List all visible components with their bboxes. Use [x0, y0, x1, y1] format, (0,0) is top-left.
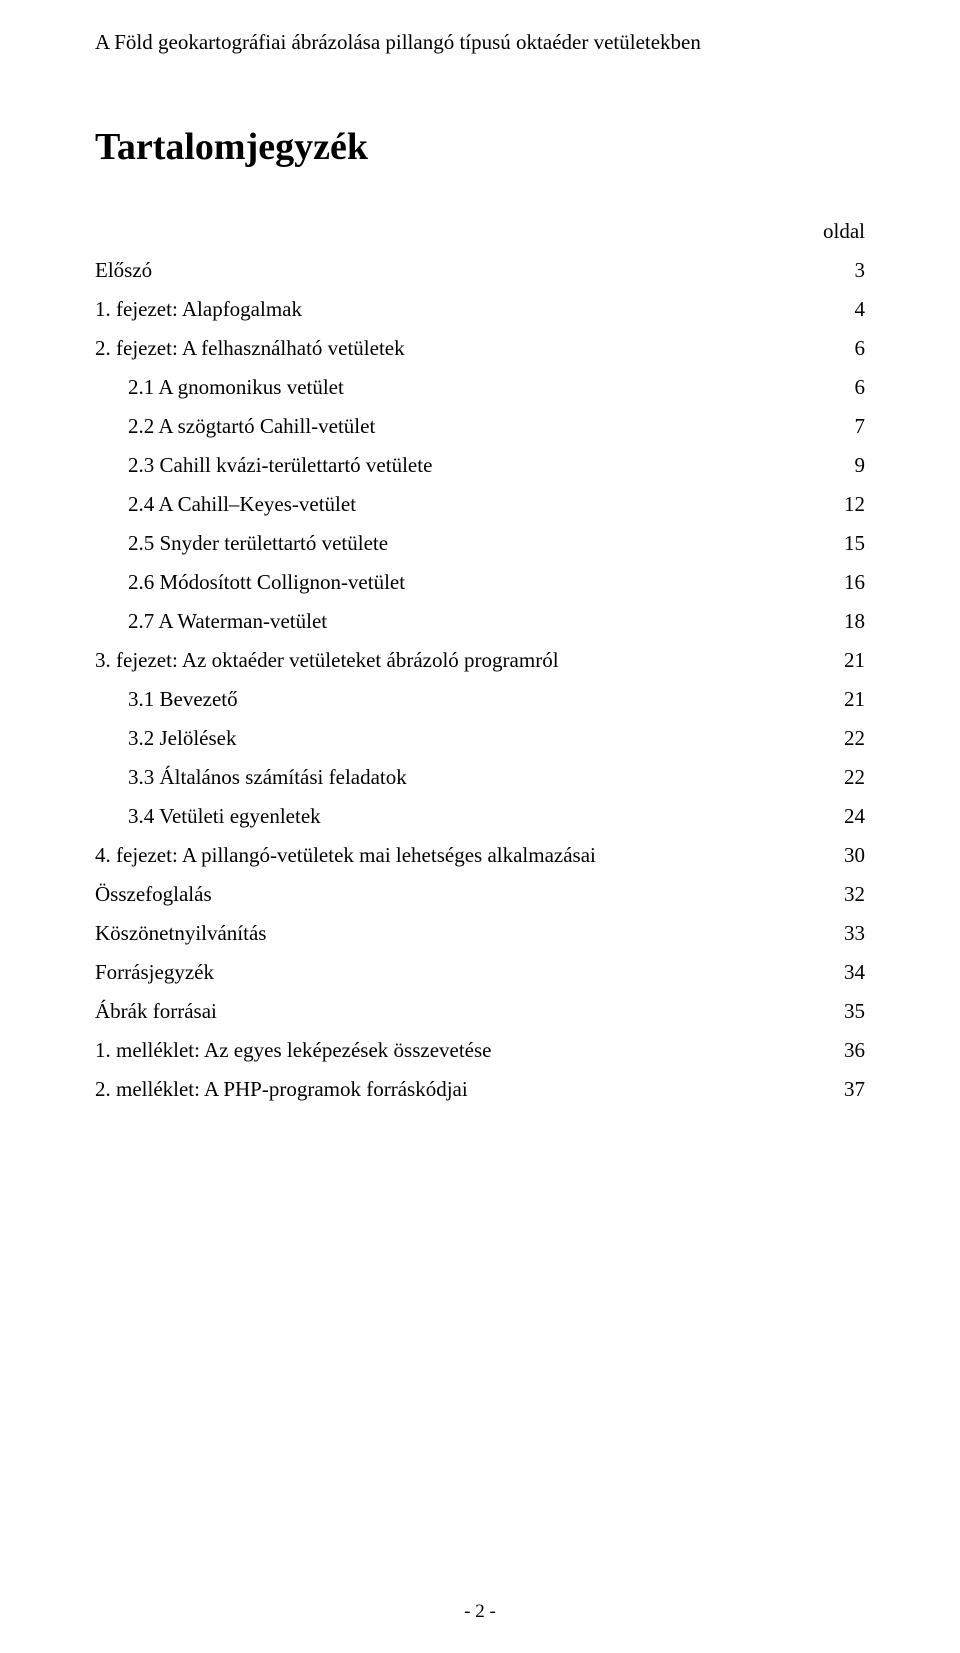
- toc-entry-page: 18: [844, 609, 865, 634]
- toc-entry-label: 4. fejezet: A pillangó-vetületek mai leh…: [95, 843, 596, 868]
- toc-entry-label: 3.4 Vetületi egyenletek: [128, 804, 321, 829]
- toc-row: Forrásjegyzék 34: [95, 960, 865, 985]
- toc-entry-label: Forrásjegyzék: [95, 960, 214, 985]
- toc-row: 3. fejezet: Az oktaéder vetületeket ábrá…: [95, 648, 865, 673]
- toc-entry-label: 3.3 Általános számítási feladatok: [128, 765, 407, 790]
- toc-entry-label: 3.2 Jelölések: [128, 726, 236, 751]
- toc-row: 2.1 A gnomonikus vetület 6: [95, 375, 865, 400]
- toc-entry-page: 16: [844, 570, 865, 595]
- toc-row: Előszó 3: [95, 258, 865, 283]
- toc-entry-page: 22: [844, 765, 865, 790]
- toc-row: 3.2 Jelölések 22: [95, 726, 865, 751]
- toc-row: 2.5 Snyder területtartó vetülete 15: [95, 531, 865, 556]
- toc-entry-label: Összefoglalás: [95, 882, 212, 907]
- toc-entry-label: 2.6 Módosított Collignon-vetület: [128, 570, 405, 595]
- toc-entry-label: Ábrák forrásai: [95, 999, 217, 1024]
- toc-entry-label: 3.1 Bevezető: [128, 687, 238, 712]
- toc-entry-page: 6: [855, 336, 866, 361]
- toc-row: 1. fejezet: Alapfogalmak 4: [95, 297, 865, 322]
- toc-entry-label: Előszó: [95, 258, 152, 283]
- toc-row: 3.4 Vetületi egyenletek 24: [95, 804, 865, 829]
- toc-row: Összefoglalás 32: [95, 882, 865, 907]
- toc-entry-page: 24: [844, 804, 865, 829]
- toc-entry-label: Köszönetnyilvánítás: [95, 921, 266, 946]
- toc-entry-page: 21: [844, 687, 865, 712]
- toc-row: 1. melléklet: Az egyes leképezések össze…: [95, 1038, 865, 1063]
- toc-entry-page: 3: [855, 258, 866, 283]
- toc-entry-page: 30: [844, 843, 865, 868]
- toc-row: 2.6 Módosított Collignon-vetület 16: [95, 570, 865, 595]
- toc-row: 2. melléklet: A PHP-programok forráskódj…: [95, 1077, 865, 1102]
- toc-entry-page: 36: [844, 1038, 865, 1063]
- toc-entry-label: 1. melléklet: Az egyes leképezések össze…: [95, 1038, 492, 1063]
- toc-entry-label: 2.4 A Cahill–Keyes-vetület: [128, 492, 356, 517]
- toc-entry-page: 32: [844, 882, 865, 907]
- toc-row: 2.3 Cahill kvázi-területtartó vetülete 9: [95, 453, 865, 478]
- toc-row: 2.2 A szögtartó Cahill-vetület 7: [95, 414, 865, 439]
- toc-entry-label: 2.3 Cahill kvázi-területtartó vetülete: [128, 453, 432, 478]
- toc-entry-page: 34: [844, 960, 865, 985]
- toc-entry-page: 33: [844, 921, 865, 946]
- toc-entry-page: 35: [844, 999, 865, 1024]
- page-number: - 2 -: [0, 1601, 960, 1623]
- toc-entry-label: 2.7 A Waterman-vetület: [128, 609, 327, 634]
- column-label: oldal: [95, 219, 865, 244]
- toc-entry-page: 37: [844, 1077, 865, 1102]
- toc-entry-page: 4: [855, 297, 866, 322]
- toc-entry-label: 2.1 A gnomonikus vetület: [128, 375, 344, 400]
- toc-entry-label: 2.5 Snyder területtartó vetülete: [128, 531, 388, 556]
- toc-entry-page: 15: [844, 531, 865, 556]
- toc-row: 4. fejezet: A pillangó-vetületek mai leh…: [95, 843, 865, 868]
- toc-row: Köszönetnyilvánítás 33: [95, 921, 865, 946]
- toc-row: Ábrák forrásai 35: [95, 999, 865, 1024]
- toc-entry-label: 2.2 A szögtartó Cahill-vetület: [128, 414, 375, 439]
- toc-row: 3.3 Általános számítási feladatok 22: [95, 765, 865, 790]
- toc-entry-label: 2. melléklet: A PHP-programok forráskódj…: [95, 1077, 468, 1102]
- toc-entry-label: 1. fejezet: Alapfogalmak: [95, 297, 302, 322]
- toc-entry-page: 9: [855, 453, 866, 478]
- toc-row: 2.4 A Cahill–Keyes-vetület 12: [95, 492, 865, 517]
- toc-row: 2. fejezet: A felhasználható vetületek 6: [95, 336, 865, 361]
- toc-list: Előszó 3 1. fejezet: Alapfogalmak 4 2. fejez…: [95, 258, 865, 1102]
- toc-row: 2.7 A Waterman-vetület 18: [95, 609, 865, 634]
- toc-row: 3.1 Bevezető 21: [95, 687, 865, 712]
- toc-entry-page: 6: [855, 375, 866, 400]
- toc-entry-label: 3. fejezet: Az oktaéder vetületeket ábrá…: [95, 648, 559, 673]
- toc-entry-page: 12: [844, 492, 865, 517]
- toc-entry-label: 2. fejezet: A felhasználható vetületek: [95, 336, 405, 361]
- toc-title: Tartalomjegyzék: [95, 125, 865, 169]
- toc-entry-page: 21: [844, 648, 865, 673]
- page: A Föld geokartográfiai ábrázolása pillan…: [0, 0, 960, 1653]
- toc-entry-page: 7: [855, 414, 866, 439]
- document-header-title: A Föld geokartográfiai ábrázolása pillan…: [95, 30, 865, 55]
- toc-entry-page: 22: [844, 726, 865, 751]
